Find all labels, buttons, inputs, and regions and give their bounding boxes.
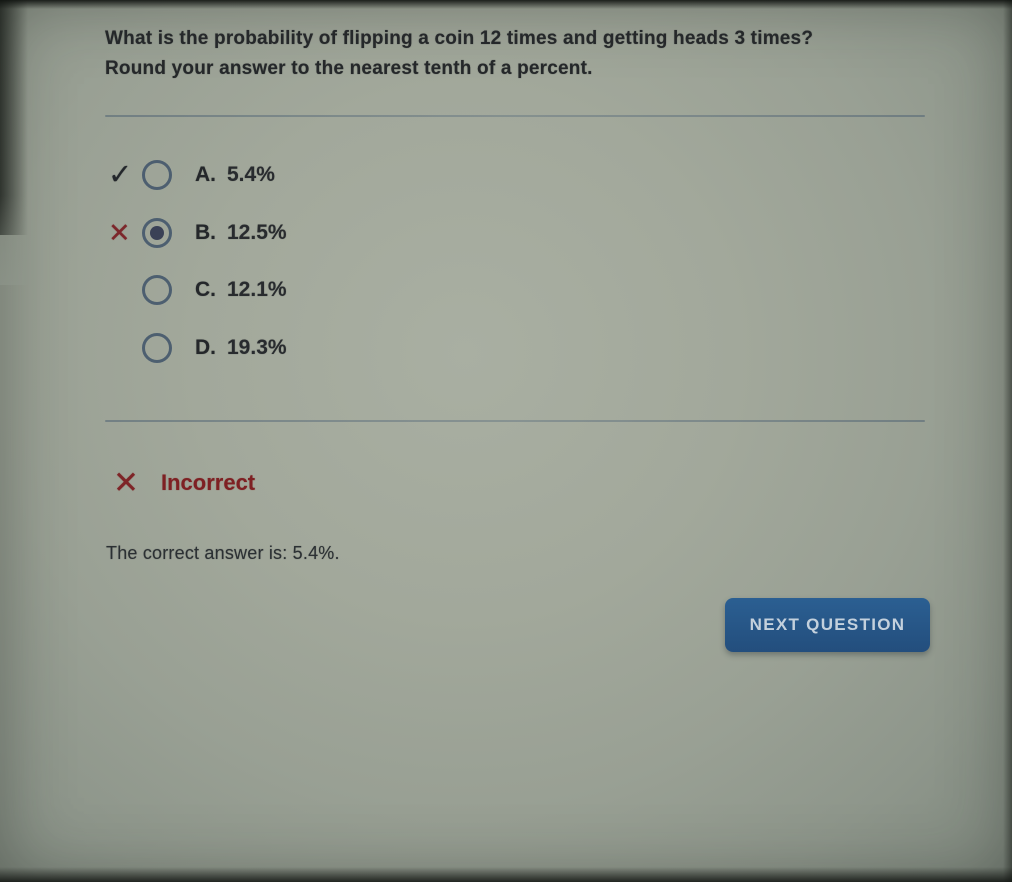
option-letter: C. [195, 278, 216, 301]
radio-option-c[interactable] [142, 275, 172, 305]
option-row-c: C. 12.1% [108, 274, 287, 306]
incorrect-label: Incorrect [160, 470, 256, 495]
incorrect-cross-icon: ✕ [113, 465, 139, 500]
next-question-button[interactable]: NEXT QUESTION [725, 598, 930, 652]
question-line-1: What is the probability of flipping a co… [105, 28, 814, 49]
radio-option-a[interactable] [142, 160, 172, 190]
correct-answer-text: The correct answer is: 5.4%. [106, 543, 340, 563]
option-value: 19.3% [227, 336, 287, 359]
divider-bottom [105, 420, 925, 422]
option-row-d: D. 19.3% [108, 332, 287, 364]
radio-option-b[interactable] [142, 218, 172, 248]
option-letter: B. [195, 221, 216, 244]
radio-dot [150, 226, 164, 240]
option-letter: A. [195, 163, 216, 186]
photo-edge-left-fade [0, 195, 28, 285]
radio-dot [150, 283, 164, 297]
photo-edge-right [1003, 0, 1012, 882]
option-row-b: ✕ B. 12.5% [108, 217, 287, 249]
photo-edge-top [0, 0, 1012, 9]
feedback-status: ✕ Incorrect [113, 466, 255, 500]
radio-dot [150, 341, 164, 355]
option-letter: D. [195, 336, 216, 359]
option-value: 12.1% [227, 278, 287, 301]
option-value: 5.4% [227, 163, 275, 186]
radio-dot [150, 168, 164, 182]
question-text: What is the probability of flipping a co… [105, 24, 935, 84]
correct-check-icon: ✓ [108, 159, 133, 191]
divider-top [105, 115, 925, 117]
radio-option-d[interactable] [142, 333, 172, 363]
option-row-a: ✓ A. 5.4% [108, 159, 275, 191]
question-line-2: Round your answer to the nearest tenth o… [105, 58, 593, 79]
option-value: 12.5% [227, 221, 287, 244]
photo-edge-bottom [0, 867, 1012, 882]
incorrect-cross-icon: ✕ [108, 218, 131, 248]
